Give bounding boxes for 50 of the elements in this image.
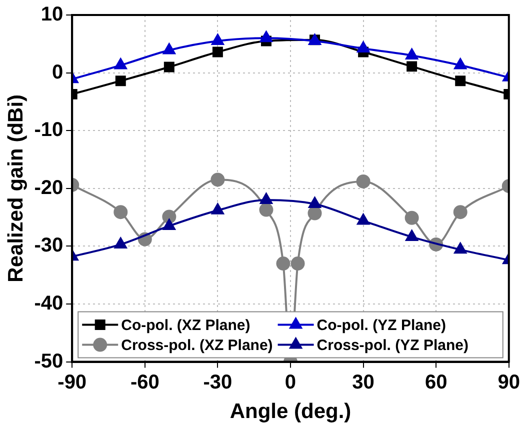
legend-label: Co-pol. (YZ Plane) (316, 316, 446, 334)
y-axis-title: Realized gain (dBi) (4, 94, 28, 282)
y-tick-label: -30 (34, 234, 64, 257)
point (453, 205, 468, 220)
point (114, 58, 127, 70)
y-tick-label: -50 (34, 350, 64, 372)
x-tick-label: -90 (58, 371, 87, 394)
point (162, 218, 176, 230)
point (454, 58, 467, 70)
point (406, 230, 418, 241)
point (164, 62, 174, 72)
point (357, 42, 370, 53)
point (212, 34, 224, 46)
x-tick-label: 60 (424, 371, 448, 394)
point (114, 237, 127, 248)
point (115, 76, 126, 86)
legend-label: Co-pol. (XZ Plane) (121, 316, 250, 334)
x-tick-label: 0 (284, 371, 296, 394)
point (308, 197, 321, 208)
point (259, 202, 274, 217)
point (212, 46, 223, 58)
y-tick-label: -40 (34, 292, 64, 315)
x-tick-label: 90 (498, 371, 520, 394)
x-tick-label: -60 (130, 371, 160, 394)
point (114, 205, 128, 220)
legend-label: Cross-pol. (YZ Plane) (316, 336, 468, 354)
point (276, 256, 290, 271)
point (404, 210, 419, 225)
point (212, 203, 224, 214)
x-tick-label: -30 (203, 371, 232, 394)
point (308, 206, 322, 220)
point (290, 256, 305, 271)
point (406, 48, 418, 60)
y-tick-label: -20 (34, 176, 64, 199)
point (455, 76, 466, 86)
legend-label: Cross-pol. (XZ Plane) (121, 336, 273, 354)
x-tick-label: 30 (352, 371, 374, 394)
y-tick-label: -10 (34, 119, 64, 142)
y-tick-label: 0 (52, 61, 64, 84)
point (210, 172, 225, 187)
point (162, 43, 176, 54)
point (406, 61, 418, 72)
point (454, 242, 467, 254)
x-axis-title: Angle (deg.) (230, 400, 352, 424)
point (260, 31, 272, 42)
point (356, 174, 370, 188)
point (357, 214, 370, 225)
y-tick-label: 10 (40, 4, 64, 26)
point (162, 210, 176, 224)
point (260, 192, 272, 204)
